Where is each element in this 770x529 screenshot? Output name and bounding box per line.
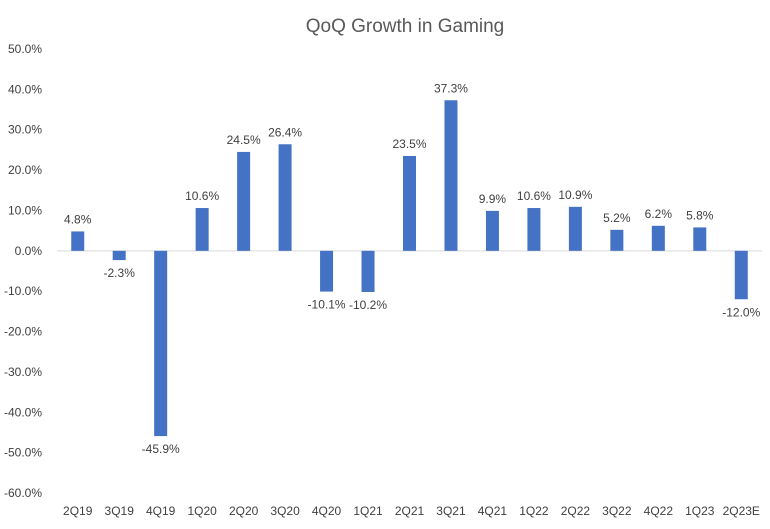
x-tick-label: 1Q20	[187, 504, 217, 518]
x-tick-label: 2Q19	[63, 504, 93, 518]
bar-series	[71, 100, 748, 437]
x-tick-label: 2Q21	[395, 504, 425, 518]
bar-3q20	[278, 144, 292, 251]
y-tick-label: 20.0%	[8, 163, 42, 177]
bar-4q20	[320, 250, 334, 292]
data-label: 5.2%	[603, 211, 631, 225]
data-label: -45.9%	[142, 442, 180, 456]
y-tick-label: 10.0%	[8, 203, 42, 217]
x-tick-label: 3Q21	[436, 504, 466, 518]
x-tick-label: 4Q19	[146, 504, 176, 518]
bar-2q20	[237, 151, 251, 251]
bar-3q21	[444, 100, 458, 251]
data-label: 10.6%	[185, 189, 219, 203]
y-tick-label: -20.0%	[4, 325, 42, 339]
data-label: -10.2%	[349, 298, 387, 312]
data-label: 10.6%	[517, 189, 551, 203]
bar-4q21	[485, 210, 499, 251]
data-label: 4.8%	[64, 212, 92, 226]
data-label: 10.9%	[558, 188, 592, 202]
x-tick-label: 4Q20	[312, 504, 342, 518]
y-tick-label: -10.0%	[4, 284, 42, 298]
y-tick-label: 30.0%	[8, 123, 42, 137]
chart-title: QoQ Growth in Gaming	[306, 16, 505, 37]
bar-1q20	[195, 208, 209, 251]
bar-3q19	[112, 250, 126, 261]
x-axis-tick-labels: 2Q19 3Q19 4Q19 1Q20 2Q20 3Q20 4Q20 1Q21 2Q21 3Q21…	[63, 504, 760, 518]
x-tick-label: 4Q22	[644, 504, 674, 518]
bar-1q23	[693, 227, 707, 251]
bar-1q21	[361, 250, 375, 292]
x-tick-label: 1Q23	[685, 504, 715, 518]
data-label: 24.5%	[227, 133, 261, 147]
y-axis-tick-labels: 50.0% 40.0% 30.0% 20.0% 10.0% 0.0% -10.0% -20.0…	[4, 42, 42, 500]
y-tick-label: -30.0%	[4, 365, 42, 379]
x-tick-label: 3Q20	[270, 504, 300, 518]
bar-2q22	[568, 206, 582, 251]
bar-2q23e	[734, 250, 748, 300]
data-label: 26.4%	[268, 125, 302, 139]
bar-1q22	[527, 208, 541, 251]
data-label: 9.9%	[479, 192, 507, 206]
bar-2q19	[71, 231, 85, 251]
x-tick-label: 2Q22	[561, 504, 591, 518]
data-label: 37.3%	[434, 81, 468, 95]
data-label: 6.2%	[645, 207, 673, 221]
data-label: -10.1%	[308, 298, 346, 312]
y-tick-label: -60.0%	[4, 486, 42, 500]
x-tick-label: 4Q21	[478, 504, 508, 518]
y-tick-label: -50.0%	[4, 446, 42, 460]
bar-4q22	[651, 225, 665, 251]
x-tick-label: 1Q21	[353, 504, 383, 518]
data-label: 5.8%	[686, 208, 714, 222]
data-label: -2.3%	[104, 266, 136, 280]
y-tick-label: -40.0%	[4, 405, 42, 419]
data-label: 23.5%	[392, 137, 426, 151]
x-tick-label: 3Q19	[105, 504, 135, 518]
y-tick-label: 50.0%	[8, 42, 42, 56]
bar-3q22	[610, 229, 624, 251]
data-label: -12.0%	[722, 305, 760, 319]
x-tick-label: 3Q22	[602, 504, 632, 518]
x-tick-label: 1Q22	[519, 504, 549, 518]
x-tick-label: 2Q23E	[723, 504, 760, 518]
data-labels: 4.8% -2.3% -45.9% 10.6% 24.5% 26.4% -10.1% -10.…	[64, 81, 761, 456]
x-tick-label: 2Q20	[229, 504, 259, 518]
y-tick-label: 40.0%	[8, 82, 42, 96]
y-tick-label: 0.0%	[15, 244, 43, 258]
bar-2q21	[403, 155, 416, 251]
bar-4q19	[154, 250, 168, 437]
